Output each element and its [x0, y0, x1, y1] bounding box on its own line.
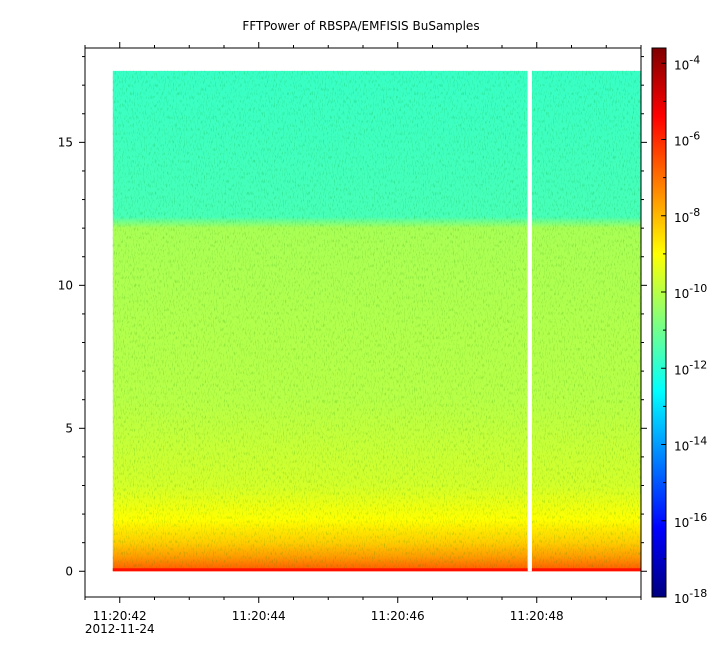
colorbar-ticks: 10-4 10-6 10-8 10-10 10-12 10-14 10-16 10-18: [661, 53, 707, 606]
spectrogram-speckle: [112, 70, 528, 572]
plot-area: 11:20:42 11:20:44 11:20:46 11:20:48 2012-11-…: [58, 42, 647, 636]
colorbar-tick-label: 10-14: [674, 435, 707, 454]
x-axis: 11:20:42 11:20:44 11:20:46 11:20:48 2012-11-…: [84, 42, 642, 636]
colorbar-tick-label: 10-12: [674, 358, 707, 377]
y-tick-label: 15: [58, 135, 73, 149]
colorbar-tick-label: 10-16: [674, 511, 707, 530]
x-date-label: 2012-11-24: [85, 622, 155, 636]
x-tick-label: 11:20:44: [232, 609, 286, 623]
x-tick-label: 11:20:48: [510, 609, 564, 623]
x-tick-label: 11:20:46: [371, 609, 425, 623]
colorbar-tick-label: 10-8: [674, 206, 700, 225]
colorbar-frame: [651, 47, 667, 598]
data-gap: [527, 70, 532, 572]
spectrogram-speckle: [531, 70, 641, 572]
colorbar-gradient: [652, 48, 666, 597]
spectrogram-image: [112, 70, 642, 572]
spectrogram-baseline-band: [112, 568, 642, 572]
colorbar-tick-label: 10-18: [674, 587, 707, 606]
y-axis: 0 5 10 15: [58, 56, 647, 578]
colorbar: 10-4 10-6 10-8 10-10 10-12 10-14 10-16 10-18: [651, 47, 707, 606]
x-tick-label: 11:20:42: [93, 609, 147, 623]
y-tick-label: 0: [65, 564, 73, 578]
y-tick-label: 5: [65, 421, 73, 435]
colorbar-tick-label: 10-6: [674, 130, 700, 149]
y-tick-label: 10: [58, 278, 73, 292]
colorbar-tick-label: 10-4: [674, 53, 700, 72]
colorbar-tick-label: 10-10: [674, 282, 707, 301]
chart-title: FFTPower of RBSPA/EMFISIS BuSamples: [242, 19, 479, 33]
